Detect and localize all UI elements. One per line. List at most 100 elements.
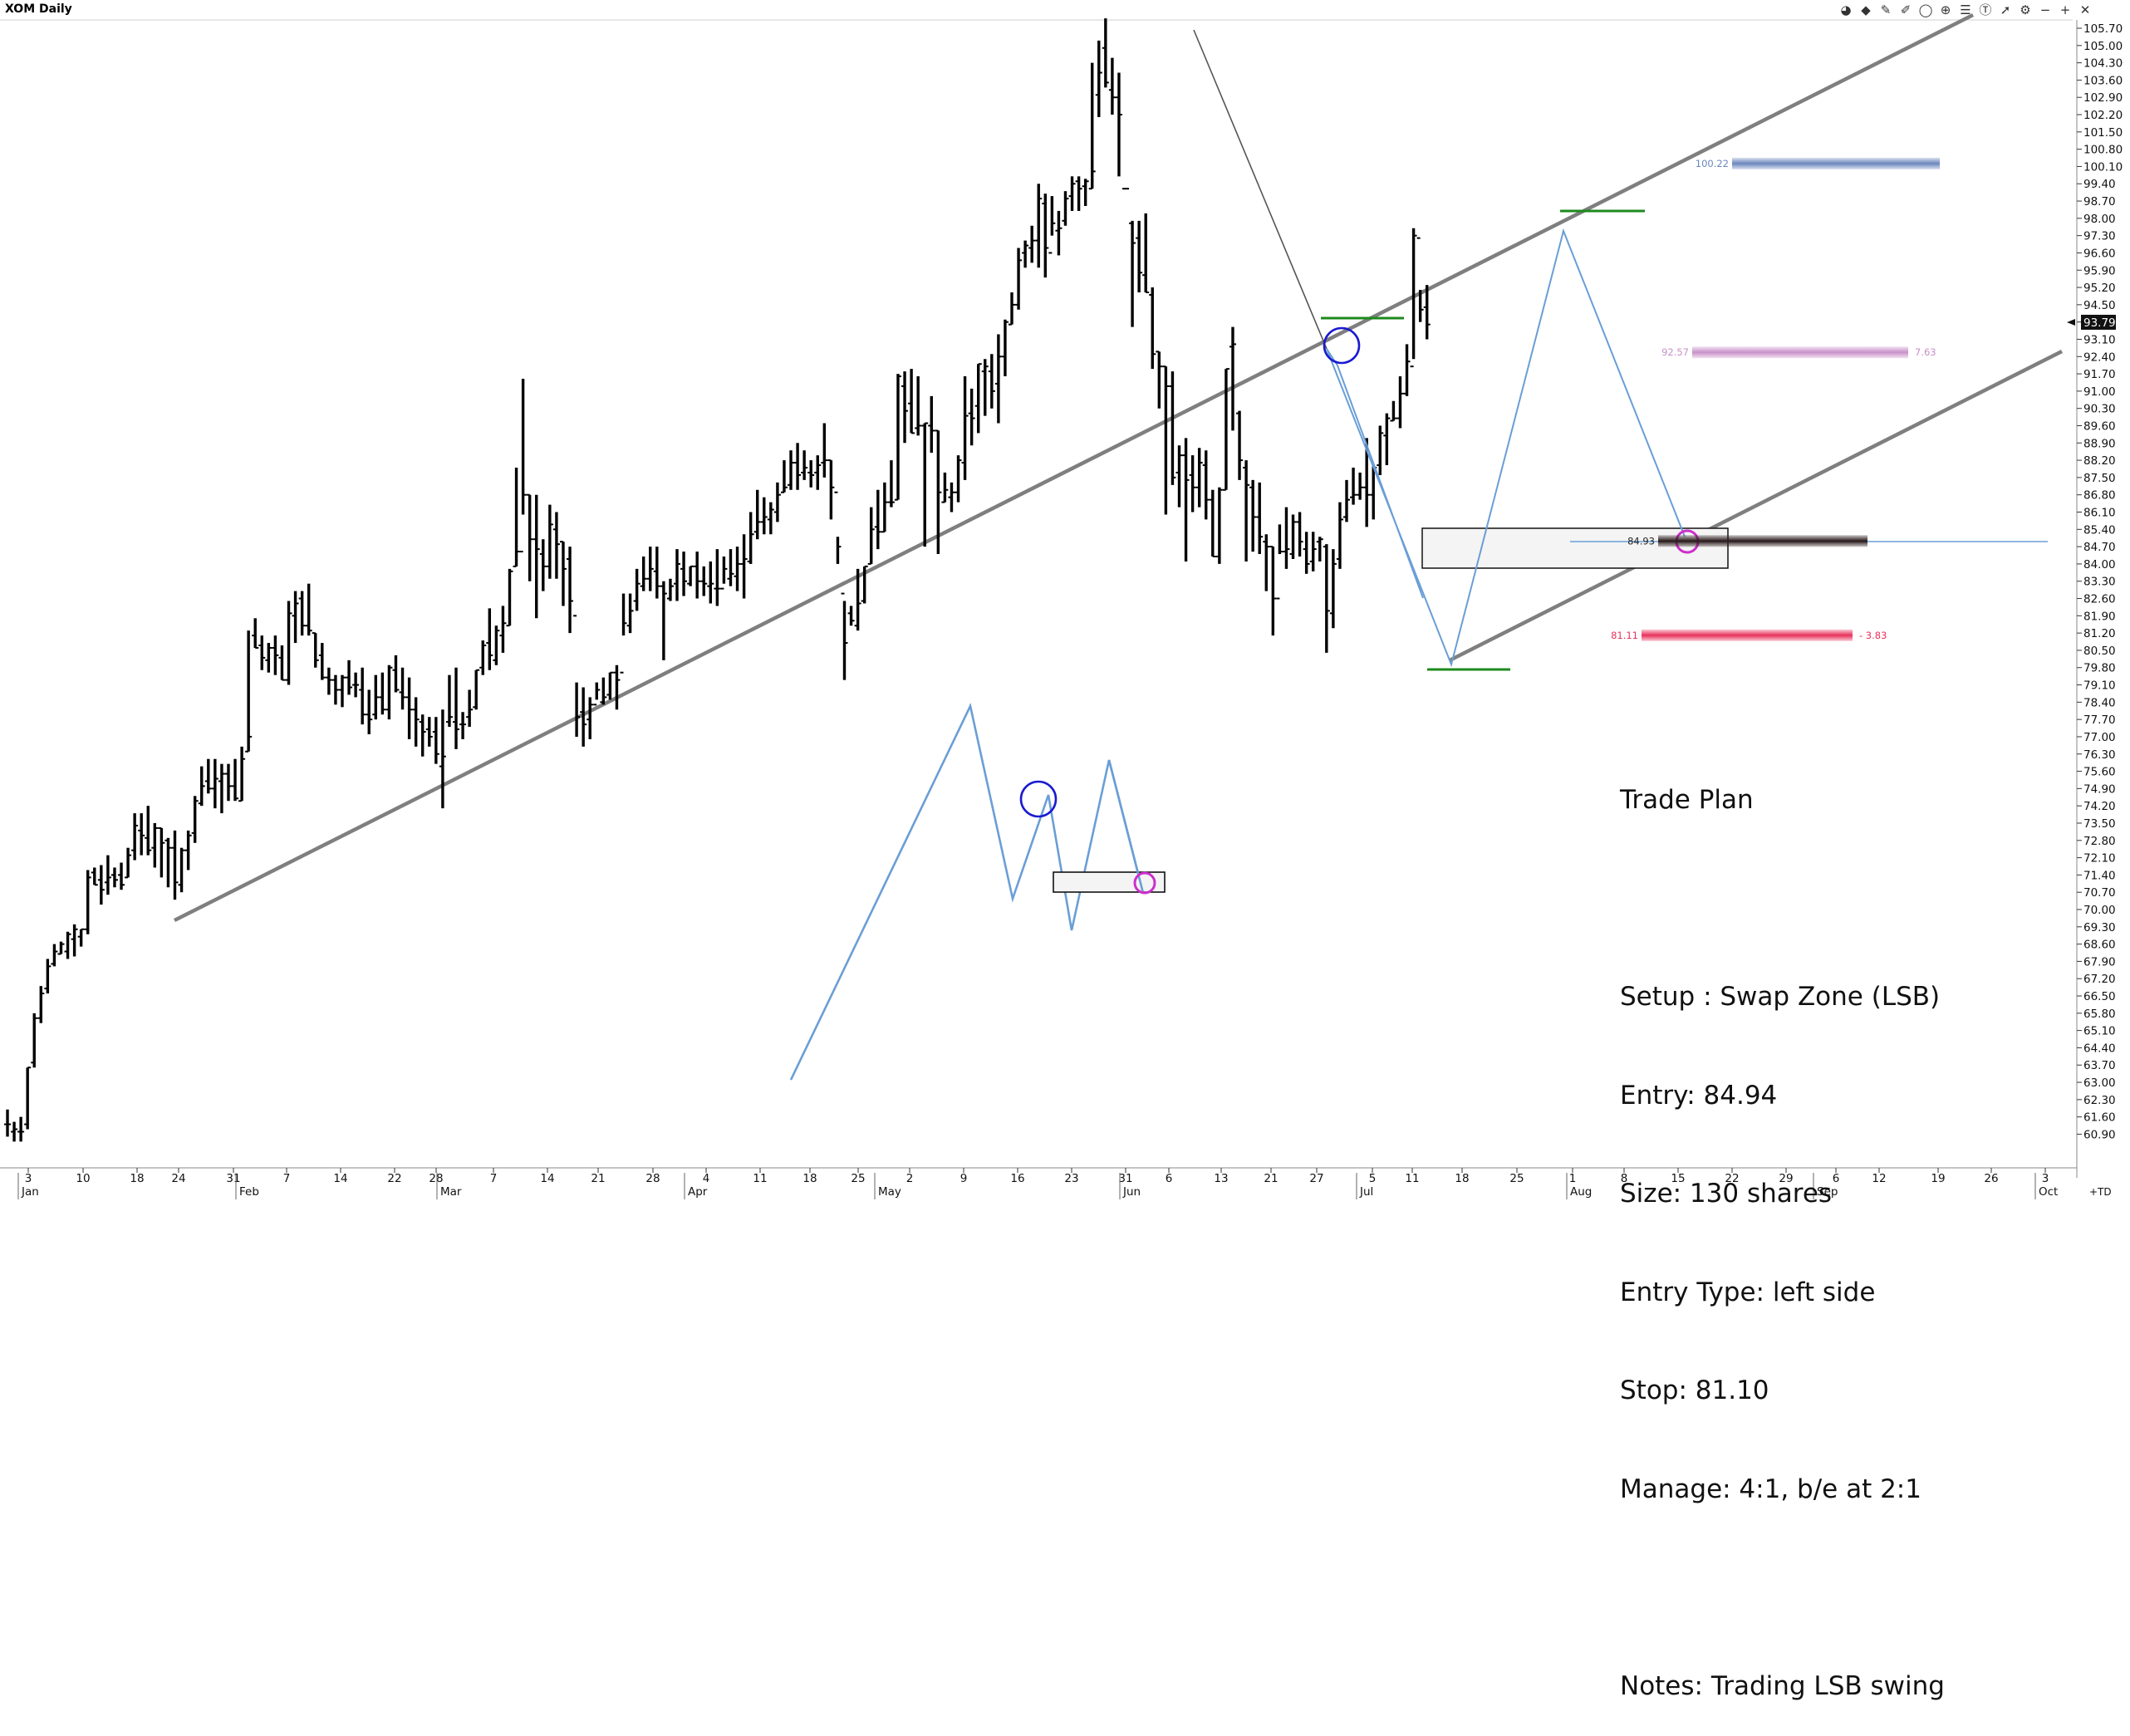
setup-schematic-diagram xyxy=(789,703,1166,1081)
price-tick-label: 96.60 xyxy=(2083,247,2116,260)
pen-icon[interactable]: ✎ xyxy=(1880,2,1892,17)
date-tick-label: 19 xyxy=(1931,1172,1945,1185)
last-price-arrow-icon xyxy=(2067,318,2075,326)
close-icon[interactable]: ✕ xyxy=(2079,2,2091,17)
chart-toolbar: ◕ ◆ ✎ ✐ ◯ ⊕ ☰ Ⓣ ➚ ⚙ − + ✕ xyxy=(1838,2,2093,22)
trade-plan-size: Size: 130 shares xyxy=(1620,1179,1833,1209)
channel-lower-trendline xyxy=(1448,349,2064,663)
price-tick-label: 95.20 xyxy=(2083,282,2116,295)
price-tick-label: 102.90 xyxy=(2083,91,2123,105)
price-level-label: 81.11 xyxy=(1611,630,1638,641)
price-tick-label: 105.70 xyxy=(2083,22,2123,36)
price-level-label: 84.93 xyxy=(1627,535,1655,547)
axis-corner-label: +TD xyxy=(2089,1186,2112,1198)
schematic-swap-zone-box xyxy=(1053,871,1166,893)
price-tick-label: 76.30 xyxy=(2083,748,2116,762)
price-level-right-label: - 3.83 xyxy=(1859,630,1887,641)
price-tick-label: 79.10 xyxy=(2083,679,2116,693)
plus-icon[interactable]: + xyxy=(2059,2,2071,17)
fib-icon[interactable]: ☰ xyxy=(1960,2,1971,17)
price-level-band xyxy=(1642,629,1853,641)
price-tick-label: 84.00 xyxy=(2083,558,2116,571)
palette-icon[interactable]: ◕ xyxy=(1840,2,1852,17)
price-tick-label: 91.70 xyxy=(2083,368,2116,381)
price-tick-label: 86.10 xyxy=(2083,507,2116,520)
price-tick-label: 63.00 xyxy=(2083,1076,2116,1090)
price-tick-label: 84.70 xyxy=(2083,541,2116,554)
price-tick-label: 72.80 xyxy=(2083,835,2116,848)
date-tick-label: 25 xyxy=(1509,1172,1524,1185)
price-tick-label: 81.20 xyxy=(2083,627,2116,640)
date-tick-label: 14 xyxy=(540,1172,554,1185)
date-tick-label: 28 xyxy=(429,1172,443,1185)
trade-plan-notes: Notes: Trading LSB swing xyxy=(1620,1670,1945,1701)
pencil-icon[interactable]: ✐ xyxy=(1900,2,1912,17)
swing-path-line xyxy=(1326,348,1424,599)
price-level-band xyxy=(1732,157,1940,169)
date-tick-label: 11 xyxy=(753,1172,767,1185)
arrow-icon[interactable]: ➚ xyxy=(2000,2,2011,17)
price-tick-label: 97.30 xyxy=(2083,230,2116,243)
trade-plan-note: Trade Plan Setup : Swap Zone (LSB) Entry… xyxy=(1620,718,1945,1736)
date-tick-label: 11 xyxy=(1405,1172,1419,1185)
price-tick-label: 77.00 xyxy=(2083,731,2116,744)
date-tick-label: 3 xyxy=(25,1172,32,1185)
month-label: Aug xyxy=(1570,1185,1592,1199)
date-tick-label: 27 xyxy=(1309,1172,1323,1185)
price-tick-label: 104.30 xyxy=(2083,57,2123,71)
date-tick-label: 5 xyxy=(1369,1172,1377,1185)
minus-icon[interactable]: − xyxy=(2039,2,2051,17)
trade-plan-blank-line xyxy=(1620,883,1945,916)
price-tick-label: 62.30 xyxy=(2083,1094,2116,1107)
price-tick-label: 94.50 xyxy=(2083,299,2116,312)
price-tick-label: 105.00 xyxy=(2083,40,2123,53)
text-icon[interactable]: Ⓣ xyxy=(1979,2,1992,17)
month-label: May xyxy=(878,1185,901,1199)
date-tick-label: 10 xyxy=(76,1172,90,1185)
date-tick-label: 12 xyxy=(1872,1172,1886,1185)
paint-bucket-icon[interactable]: ◆ xyxy=(1861,2,1871,17)
date-tick-label: 28 xyxy=(645,1172,660,1185)
annotation-layer xyxy=(173,12,2064,923)
price-tick-label: 70.00 xyxy=(2083,904,2116,917)
price-tick-label: 73.50 xyxy=(2083,817,2116,831)
price-tick-label: 68.60 xyxy=(2083,939,2116,952)
month-label: Feb xyxy=(239,1185,259,1199)
trade-plan-stop: Stop: 81.10 xyxy=(1620,1376,1769,1405)
price-tick-label: 67.20 xyxy=(2083,973,2116,986)
last-price-marker xyxy=(2081,314,2116,330)
circle-tool-icon[interactable]: ◯ xyxy=(1918,2,1933,17)
date-tick-label: 18 xyxy=(802,1172,817,1185)
price-level-band xyxy=(1658,535,1867,547)
price-tick-label: 83.30 xyxy=(2083,576,2116,589)
price-tick-label: 85.40 xyxy=(2083,523,2116,537)
trade-plan-manage: Manage: 4:1, b/e at 2:1 xyxy=(1620,1474,1921,1504)
trade-plan-entry: Entry: 84.94 xyxy=(1620,1080,1778,1111)
date-tick-label: 31 xyxy=(1118,1172,1132,1185)
price-tick-label: 95.90 xyxy=(2083,264,2116,277)
price-tick-label: 67.90 xyxy=(2083,955,2116,969)
price-tick-label: 64.40 xyxy=(2083,1042,2116,1055)
date-tick-label: 6 xyxy=(1833,1172,1840,1185)
swing-high-circle xyxy=(1323,326,1361,365)
month-label: Oct xyxy=(2039,1185,2058,1199)
crosshair-icon[interactable]: ⊕ xyxy=(1940,2,1951,17)
price-axis[interactable]: 105.70 105.00 104.30 103.60 102.90 102.20 101.… xyxy=(2067,22,2123,1141)
trade-plan-title: Trade Plan xyxy=(1620,785,1754,815)
time-axis[interactable]: 3 10 18 24 31 7 14 22 28 7 14 21 28 4 11 18 25 2 9 16 23 31 6 1… xyxy=(17,1168,2112,1199)
price-tick-label: 80.50 xyxy=(2083,645,2116,658)
date-tick-label: 3 xyxy=(2042,1172,2049,1185)
month-label: Jul xyxy=(1359,1185,1373,1199)
date-tick-label: 1 xyxy=(1569,1172,1577,1185)
price-tick-label: 100.10 xyxy=(2083,160,2123,174)
annotation-overlay: 100.22 92.57 7.63 84.93 81.11 - 3.83 xyxy=(1193,29,2048,671)
date-tick-label: 18 xyxy=(1455,1172,1469,1185)
price-chart[interactable]: 105.70 105.00 104.30 103.60 102.90 102.20 101.… xyxy=(0,0,2130,1199)
date-tick-label: 25 xyxy=(851,1172,865,1185)
price-tick-label: 93.10 xyxy=(2083,333,2116,346)
date-tick-label: 31 xyxy=(226,1172,240,1185)
settings-icon[interactable]: ⚙ xyxy=(2020,2,2031,17)
date-tick-label: 4 xyxy=(703,1172,710,1185)
date-tick-label: 14 xyxy=(333,1172,347,1185)
price-tick-label: 78.40 xyxy=(2083,696,2116,709)
